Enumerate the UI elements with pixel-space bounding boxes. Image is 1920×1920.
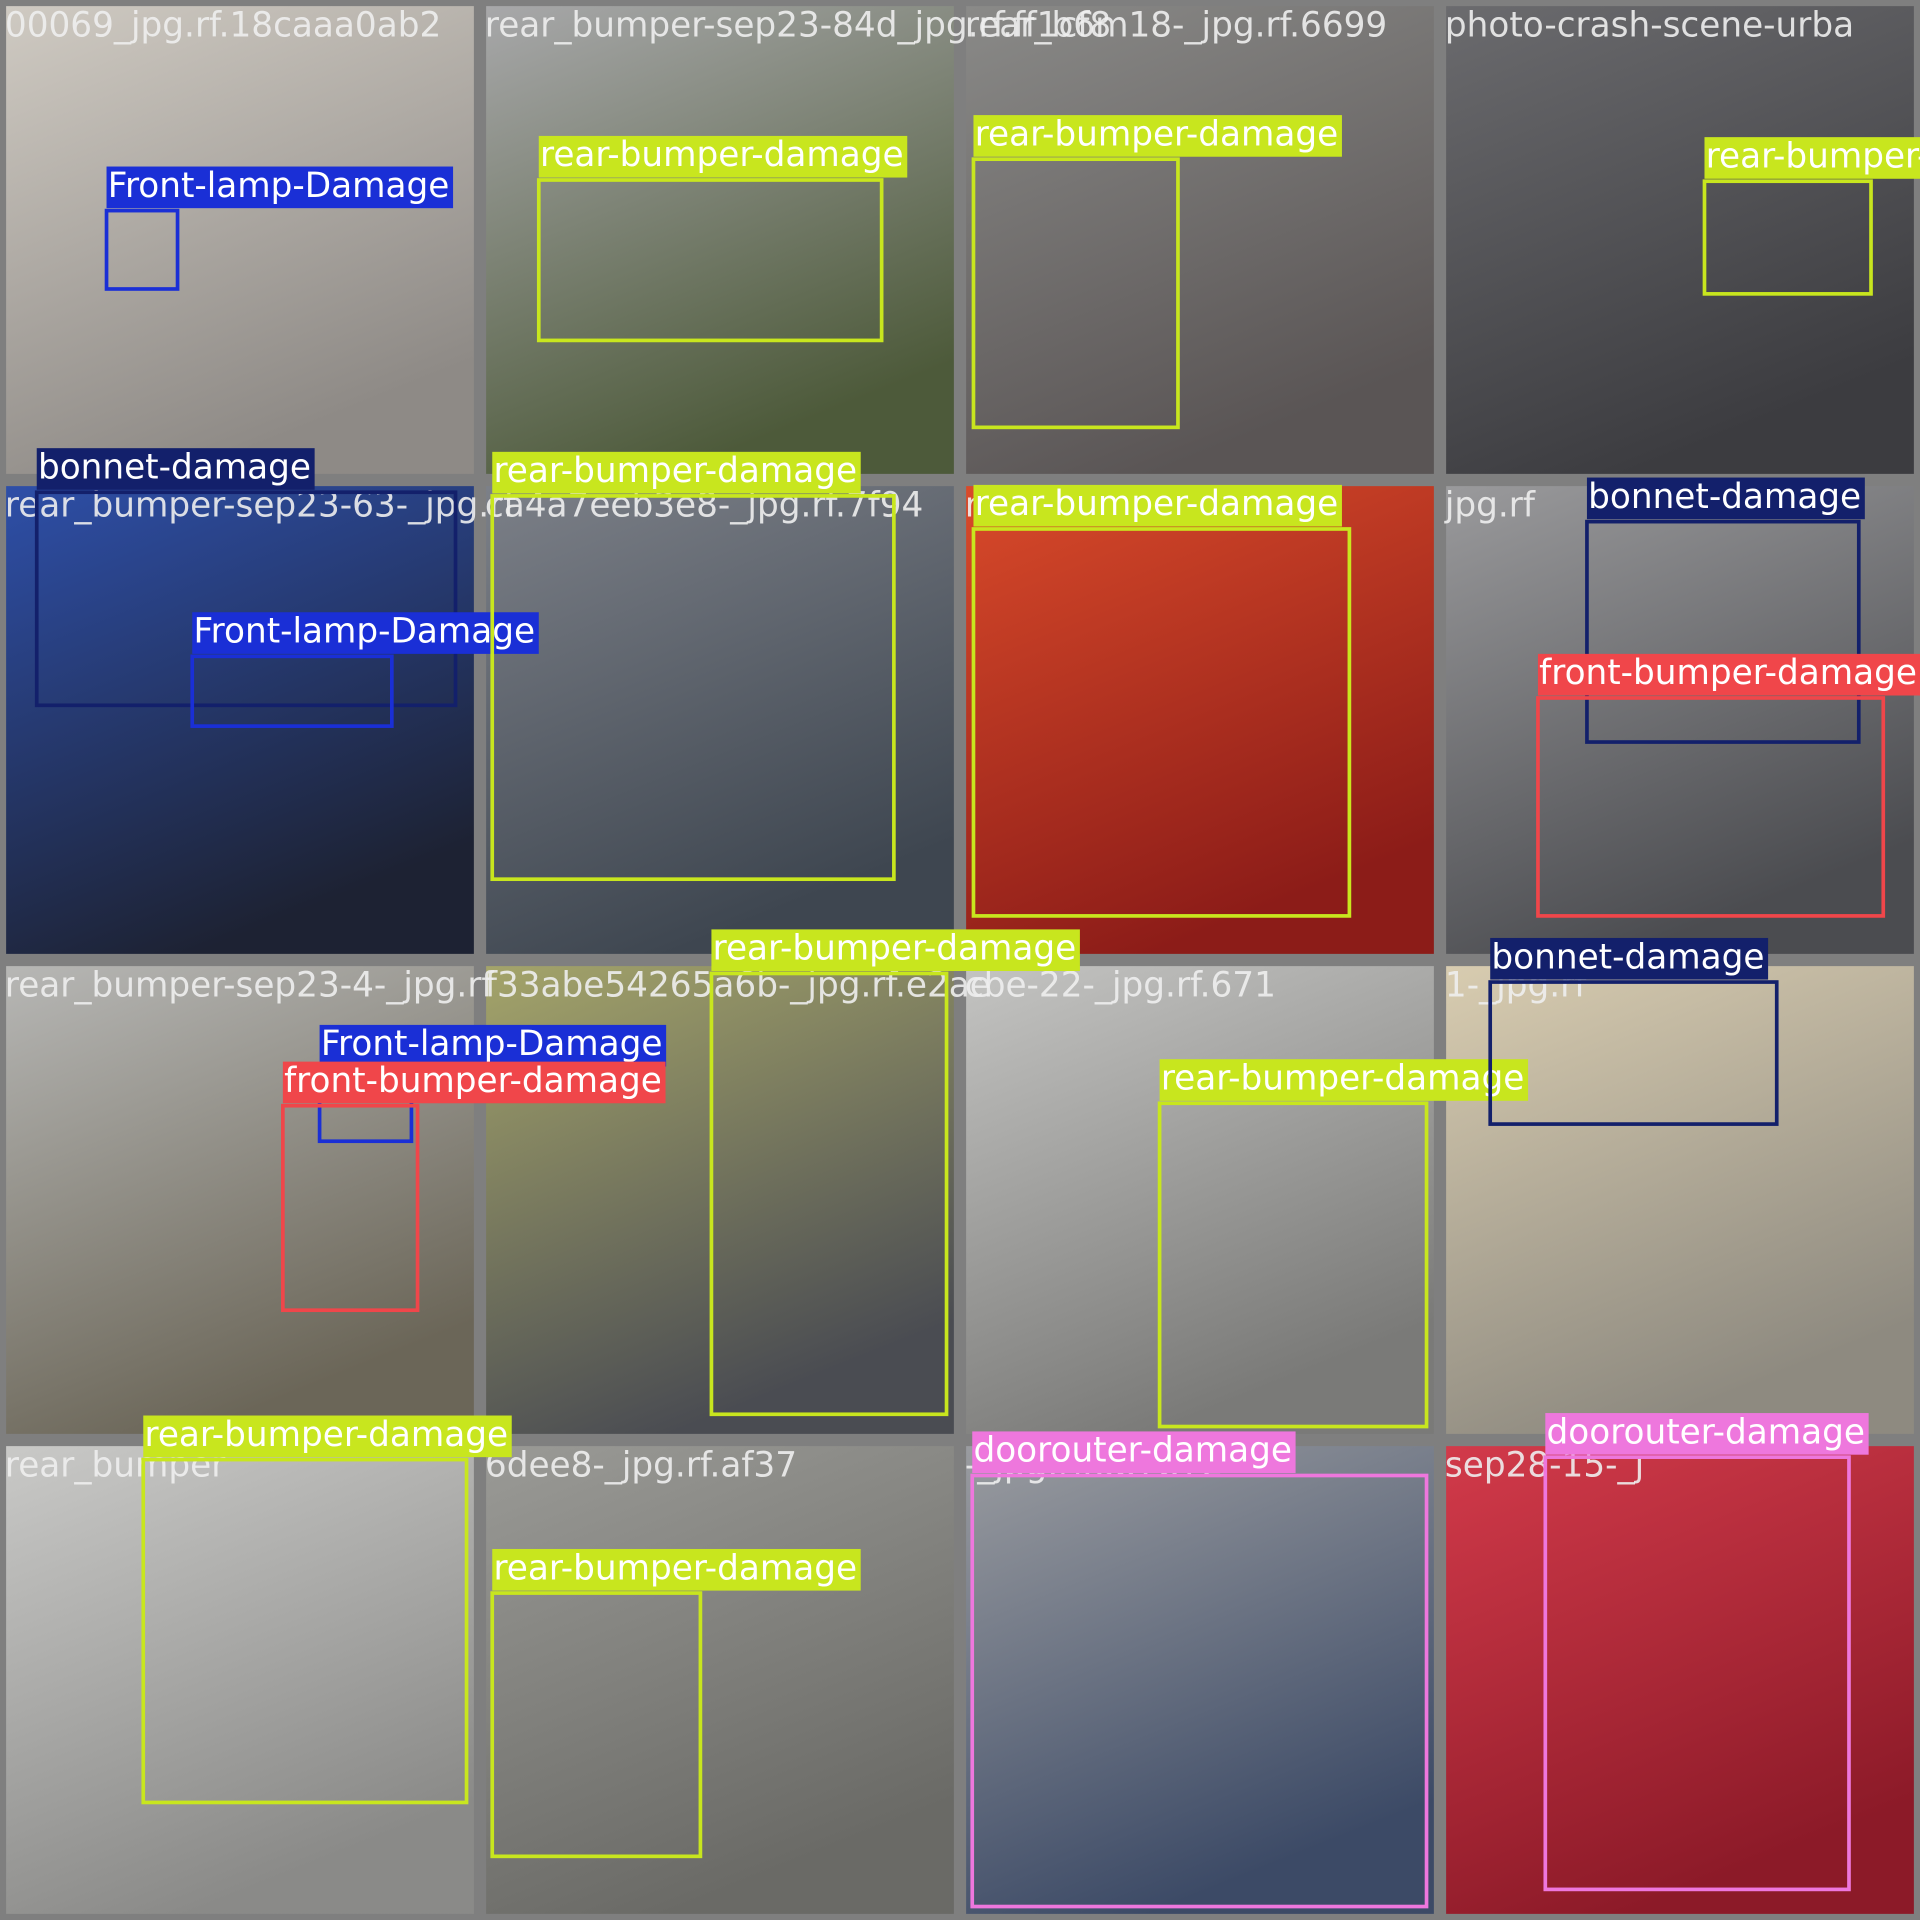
label-background [973,484,1342,527]
bounding-box [141,1457,469,1805]
label-background [972,1431,1296,1474]
photo [6,486,474,954]
photo [966,6,1434,474]
filename: rear_bumper-sep23-84d_jpg.rf.ff1cf8 [485,5,1111,45]
label-background [143,1415,512,1458]
bounding-box [971,527,1352,918]
photo [966,1446,1434,1914]
label-background [1545,1413,1869,1455]
label-background [492,451,861,494]
bounding-box [709,971,949,1417]
box-label: bonnet-damage [38,447,311,487]
box-label: Front-lamp-Damage [321,1024,663,1064]
filename: rear_b6m18-_jpg.rf.6699 [965,5,1387,45]
label-background [36,448,315,490]
label-background [1537,653,1920,696]
bounding-box [1702,179,1873,296]
bounding-box [1536,696,1886,918]
label-background [319,1024,667,1067]
box-label: bonnet-damage [1491,937,1764,977]
label-background [973,115,1342,157]
box-label: front-bumper-damage [284,1061,662,1101]
filename: f33abe54265a6b-_jpg.rf.e2ae [485,965,991,1005]
bounding-box [536,178,884,343]
photo [966,486,1434,954]
bounding-box [1543,1455,1851,1892]
photo [1446,6,1914,474]
photo [1446,1446,1914,1914]
bounding-box [190,654,394,728]
label-background [492,1548,861,1591]
photo [966,966,1434,1434]
box-label: rear-bumper-damage [1161,1059,1525,1099]
box-label: doorouter-damage [973,1431,1291,1471]
box-label: rear-bumper-damage [975,484,1339,524]
bounding-box [971,157,1180,430]
box-label: Front-lamp-Damage [193,612,535,652]
bounding-box [490,494,896,882]
box-label: rear-bumper-damage [1706,136,1920,176]
box-label: rear-bumper-damage [493,1548,857,1588]
photo [6,1446,474,1914]
label-background [1159,1059,1529,1101]
box-label: rear-bumper-damage [540,135,904,175]
box-label: doorouter-damage [1547,1412,1865,1452]
box-label: rear-bumper-damage [975,114,1339,154]
filename: jpg.rf [1444,485,1536,525]
label-background [1490,937,1769,980]
box-label: rear-bumper-damage [713,929,1077,969]
photo [486,1446,954,1914]
photo [486,6,954,474]
label-background [1586,477,1865,520]
box-label: bonnet-damage [1588,477,1861,517]
label-background [711,929,1080,972]
box-label: Front-lamp-Damage [108,166,450,206]
filename: rear_bumper-sep23-4-_jpg.rf [5,965,495,1005]
photo [1446,966,1914,1434]
filename: photo-crash-scene-urba [1445,5,1854,45]
photo [6,6,474,474]
bounding-box [490,1591,703,1859]
bounding-box [1585,519,1861,744]
bounding-box [1488,980,1779,1126]
bounding-box [1157,1101,1429,1429]
label-background [282,1061,666,1104]
photo [1446,486,1914,954]
filename: 6dee8-_jpg.rf.af37 [485,1445,797,1485]
filename: 00069_jpg.rf.18caaa0ab2 [5,5,441,45]
bounding-box [104,208,180,291]
box-label: rear-bumper-damage [493,451,857,491]
bounding-box [970,1473,1429,1909]
label-background [1704,137,1920,179]
photo [486,486,954,954]
label-background [106,166,454,209]
bounding-box [281,1103,420,1313]
box-label: front-bumper-damage [1539,653,1917,693]
box-label: rear-bumper-damage [144,1415,508,1455]
label-background [538,135,908,178]
label-background [192,612,539,654]
filename: cbe-22-_jpg.rf.671 [965,965,1276,1005]
bounding-box [34,490,458,708]
